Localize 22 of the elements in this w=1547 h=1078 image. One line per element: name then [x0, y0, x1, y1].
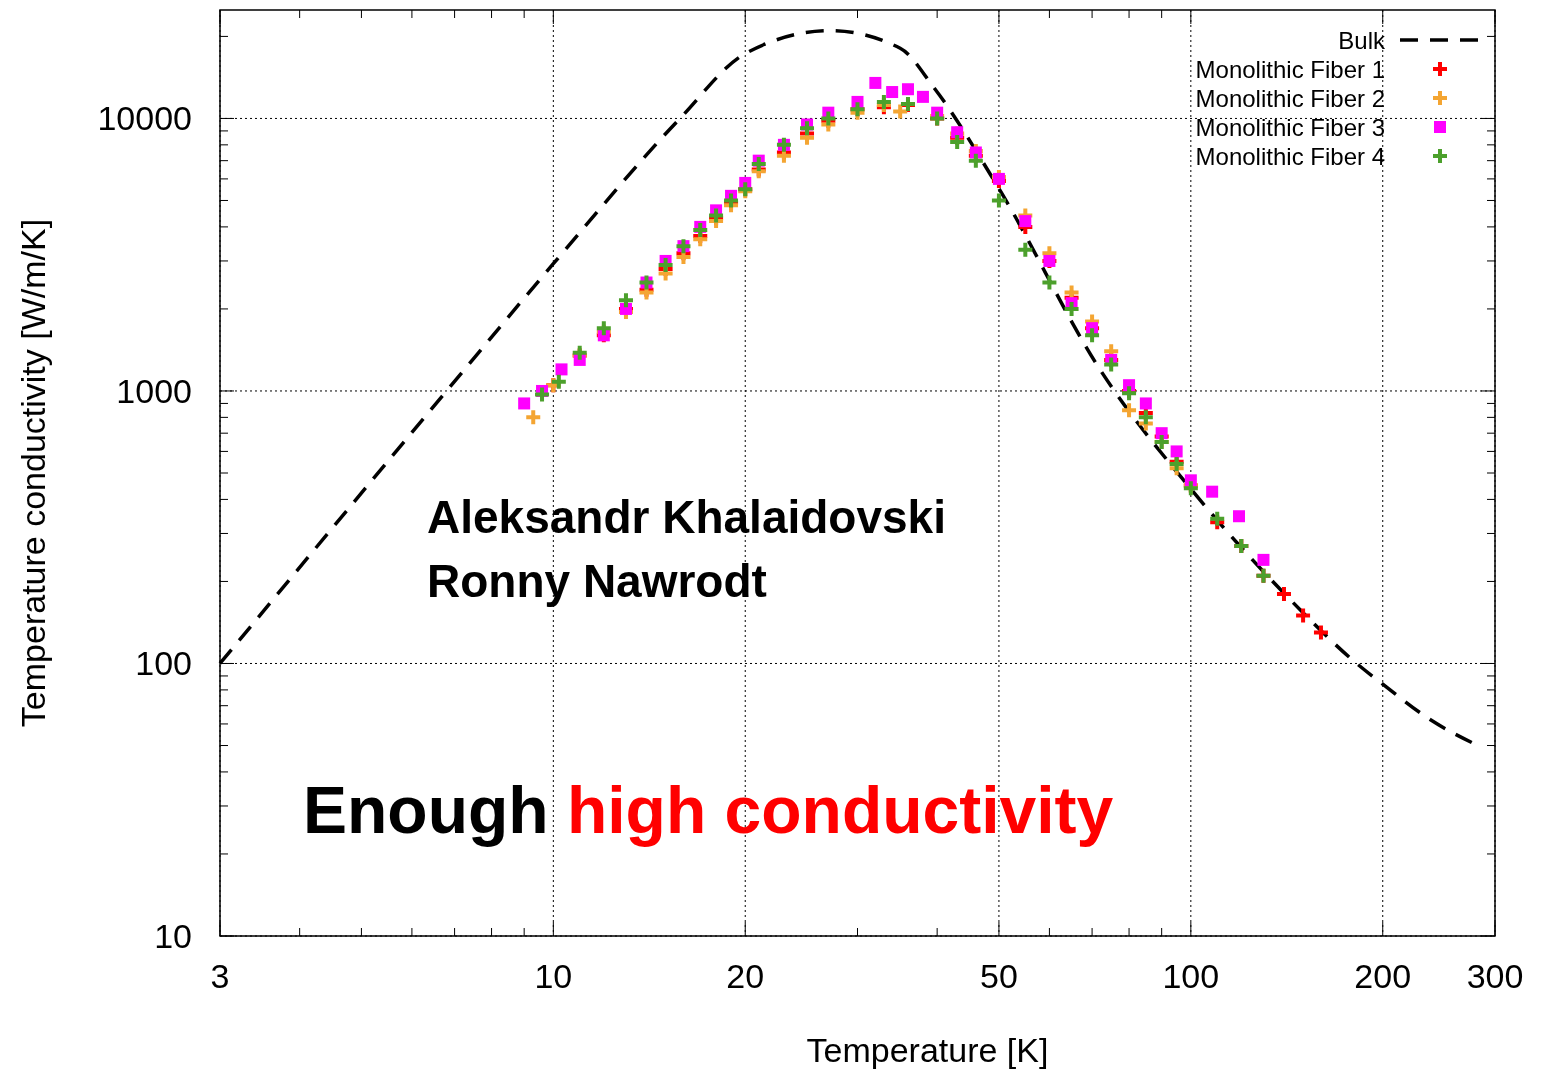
x-tick-label: 50: [980, 957, 1018, 995]
x-tick-label: 3: [210, 957, 230, 995]
y-tick-label: 100: [135, 644, 192, 683]
annotation: Aleksandr Khalaidovski: [427, 491, 946, 543]
x-tick-label: 10: [534, 957, 573, 995]
x-axis-title: Temperature [K]: [806, 1031, 1049, 1069]
annotation: Enough: [303, 773, 549, 847]
y-axis-title: Temperature conductivity [W/m/K]: [14, 218, 52, 728]
annotation: high conductivity: [548, 773, 1114, 847]
y-tick-label: 10: [154, 917, 192, 955]
legend-label: Monolithic Fiber 2: [1195, 85, 1385, 112]
annotation: Ronny Nawrodt: [427, 555, 767, 607]
legend-label: Monolithic Fiber 3: [1195, 114, 1385, 141]
x-tick-label: 200: [1354, 957, 1412, 995]
y-tick-label: 1000: [116, 371, 192, 410]
legend-label: Monolithic Fiber 1: [1195, 56, 1385, 83]
legend-label: Bulk: [1338, 27, 1386, 54]
y-tick-label: 10000: [97, 99, 192, 138]
x-tick-label: 20: [726, 957, 765, 995]
legend-label: Monolithic Fiber 4: [1195, 143, 1385, 170]
x-tick-label: 300: [1466, 957, 1524, 995]
x-tick-label: 100: [1162, 957, 1220, 995]
